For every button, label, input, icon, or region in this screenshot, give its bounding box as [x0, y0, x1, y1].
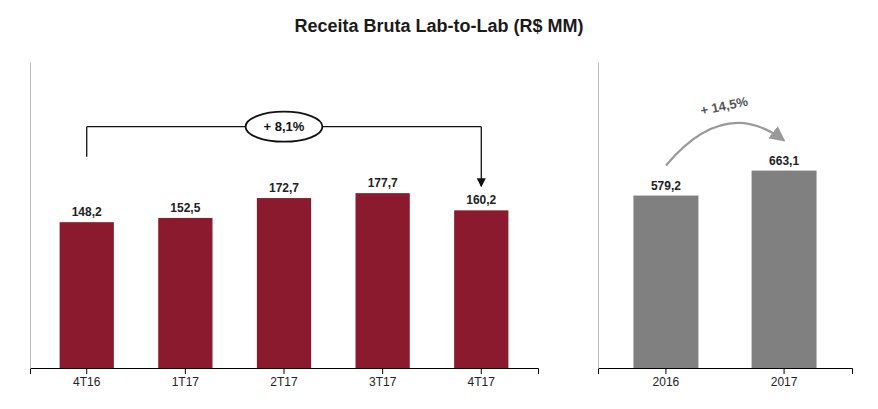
bars	[60, 193, 509, 368]
bar	[356, 193, 410, 368]
x-tick: 1T17	[172, 368, 200, 389]
annotation: + 8,1%	[87, 112, 482, 187]
x-tick: 4T16	[73, 368, 101, 389]
x-axis: 2016 2017	[599, 368, 853, 389]
x-tick: 2017	[771, 368, 798, 389]
bar	[158, 218, 212, 368]
y-axis-line	[30, 63, 31, 369]
x-tick: 2016	[653, 368, 680, 389]
x-tick-label: 1T17	[172, 375, 200, 389]
data-label: 160,2	[466, 193, 496, 207]
bar	[633, 196, 698, 368]
x-axis-line	[31, 369, 539, 375]
x-axis-line	[599, 369, 853, 375]
bracket-left	[86, 127, 87, 157]
chart-canvas: Receita Bruta Lab-to-Lab (R$ MM) 4T16 1T17…	[0, 0, 878, 409]
annotation: + 14,5%	[666, 94, 784, 166]
x-tick-mark	[665, 368, 666, 374]
chart-title: Receita Bruta Lab-to-Lab (R$ MM)	[294, 16, 583, 36]
x-tick-label: 2017	[771, 375, 798, 389]
annotation-text: + 14,5%	[699, 94, 750, 119]
annotation-ellipse	[246, 112, 323, 142]
x-tick-label: 2T17	[270, 375, 298, 389]
bar	[454, 210, 508, 368]
x-tick: 4T17	[468, 368, 496, 389]
data-label: 177,7	[368, 176, 398, 190]
x-tick-mark	[784, 368, 785, 374]
annotation-text: + 8,1%	[264, 119, 305, 134]
data-labels: 579,2 663,1	[651, 154, 799, 193]
x-tick-mark	[382, 368, 383, 374]
x-tick-mark	[86, 368, 87, 374]
y-axis	[30, 63, 31, 369]
data-labels: 148,2 152,5 172,7 177,7 160,2	[72, 176, 497, 219]
x-tick: 3T17	[369, 368, 397, 389]
y-axis	[598, 63, 599, 369]
x-tick-mark	[185, 368, 186, 374]
bar-panel: 2016 2017 579,2 663,1 + 14,5%	[599, 63, 853, 389]
x-tick-label: 4T16	[73, 375, 101, 389]
data-label: 152,5	[170, 201, 200, 215]
bracket-arrow	[481, 127, 482, 187]
bracket-line	[322, 126, 481, 127]
data-label: 148,2	[72, 205, 102, 219]
bar-panel: 4T16 1T17 2T17 3T17 4T17 148,2 152,5 172,7 177,7…	[31, 63, 539, 389]
x-tick-mark	[284, 368, 285, 374]
bar	[60, 222, 114, 368]
annotation-arrow	[666, 123, 784, 166]
bar	[752, 171, 817, 368]
x-tick-label: 4T17	[468, 375, 496, 389]
y-axis-line	[598, 63, 599, 369]
bracket-line	[87, 126, 246, 127]
x-axis: 4T16 1T17 2T17 3T17 4T17	[31, 368, 539, 389]
x-tick-label: 2016	[653, 375, 680, 389]
x-tick-mark	[481, 368, 482, 374]
data-label: 579,2	[651, 179, 681, 193]
data-label: 172,7	[269, 181, 299, 195]
bar	[257, 198, 311, 368]
x-tick: 2T17	[270, 368, 298, 389]
data-label: 663,1	[769, 154, 799, 168]
bars	[633, 171, 816, 368]
x-tick-label: 3T17	[369, 375, 397, 389]
